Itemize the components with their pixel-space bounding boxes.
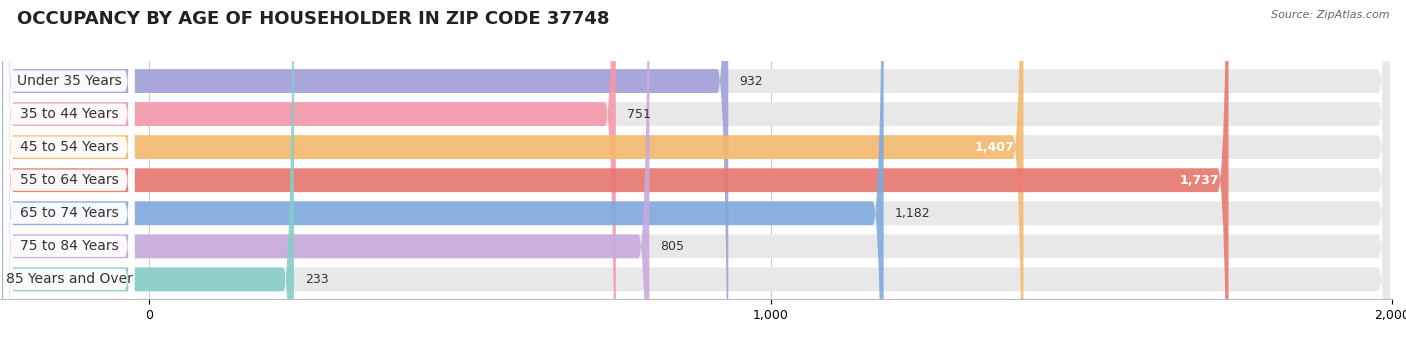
FancyBboxPatch shape [3, 0, 1389, 340]
FancyBboxPatch shape [4, 0, 134, 340]
FancyBboxPatch shape [3, 0, 294, 340]
FancyBboxPatch shape [3, 0, 728, 340]
Text: 805: 805 [661, 240, 685, 253]
Text: 233: 233 [305, 273, 329, 286]
FancyBboxPatch shape [3, 0, 883, 340]
FancyBboxPatch shape [3, 0, 1389, 340]
FancyBboxPatch shape [4, 0, 134, 340]
Text: 65 to 74 Years: 65 to 74 Years [20, 206, 118, 220]
FancyBboxPatch shape [4, 0, 134, 340]
Text: 85 Years and Over: 85 Years and Over [6, 272, 132, 286]
FancyBboxPatch shape [3, 0, 1389, 340]
FancyBboxPatch shape [4, 0, 134, 340]
FancyBboxPatch shape [3, 0, 650, 340]
FancyBboxPatch shape [3, 0, 616, 340]
FancyBboxPatch shape [4, 0, 134, 340]
FancyBboxPatch shape [3, 0, 1389, 340]
Text: OCCUPANCY BY AGE OF HOUSEHOLDER IN ZIP CODE 37748: OCCUPANCY BY AGE OF HOUSEHOLDER IN ZIP C… [17, 10, 609, 28]
Text: 35 to 44 Years: 35 to 44 Years [20, 107, 118, 121]
Text: 751: 751 [627, 107, 651, 121]
FancyBboxPatch shape [4, 0, 134, 340]
Text: Under 35 Years: Under 35 Years [17, 74, 121, 88]
FancyBboxPatch shape [3, 0, 1389, 340]
FancyBboxPatch shape [3, 0, 1389, 340]
Text: Source: ZipAtlas.com: Source: ZipAtlas.com [1271, 10, 1389, 20]
FancyBboxPatch shape [3, 0, 1229, 340]
FancyBboxPatch shape [3, 0, 1024, 340]
FancyBboxPatch shape [3, 0, 1389, 340]
Text: 45 to 54 Years: 45 to 54 Years [20, 140, 118, 154]
Text: 932: 932 [740, 74, 763, 87]
Text: 75 to 84 Years: 75 to 84 Years [20, 239, 118, 253]
Text: 1,407: 1,407 [974, 141, 1014, 154]
FancyBboxPatch shape [4, 0, 134, 340]
Text: 55 to 64 Years: 55 to 64 Years [20, 173, 118, 187]
Text: 1,737: 1,737 [1180, 174, 1219, 187]
Text: 1,182: 1,182 [894, 207, 931, 220]
